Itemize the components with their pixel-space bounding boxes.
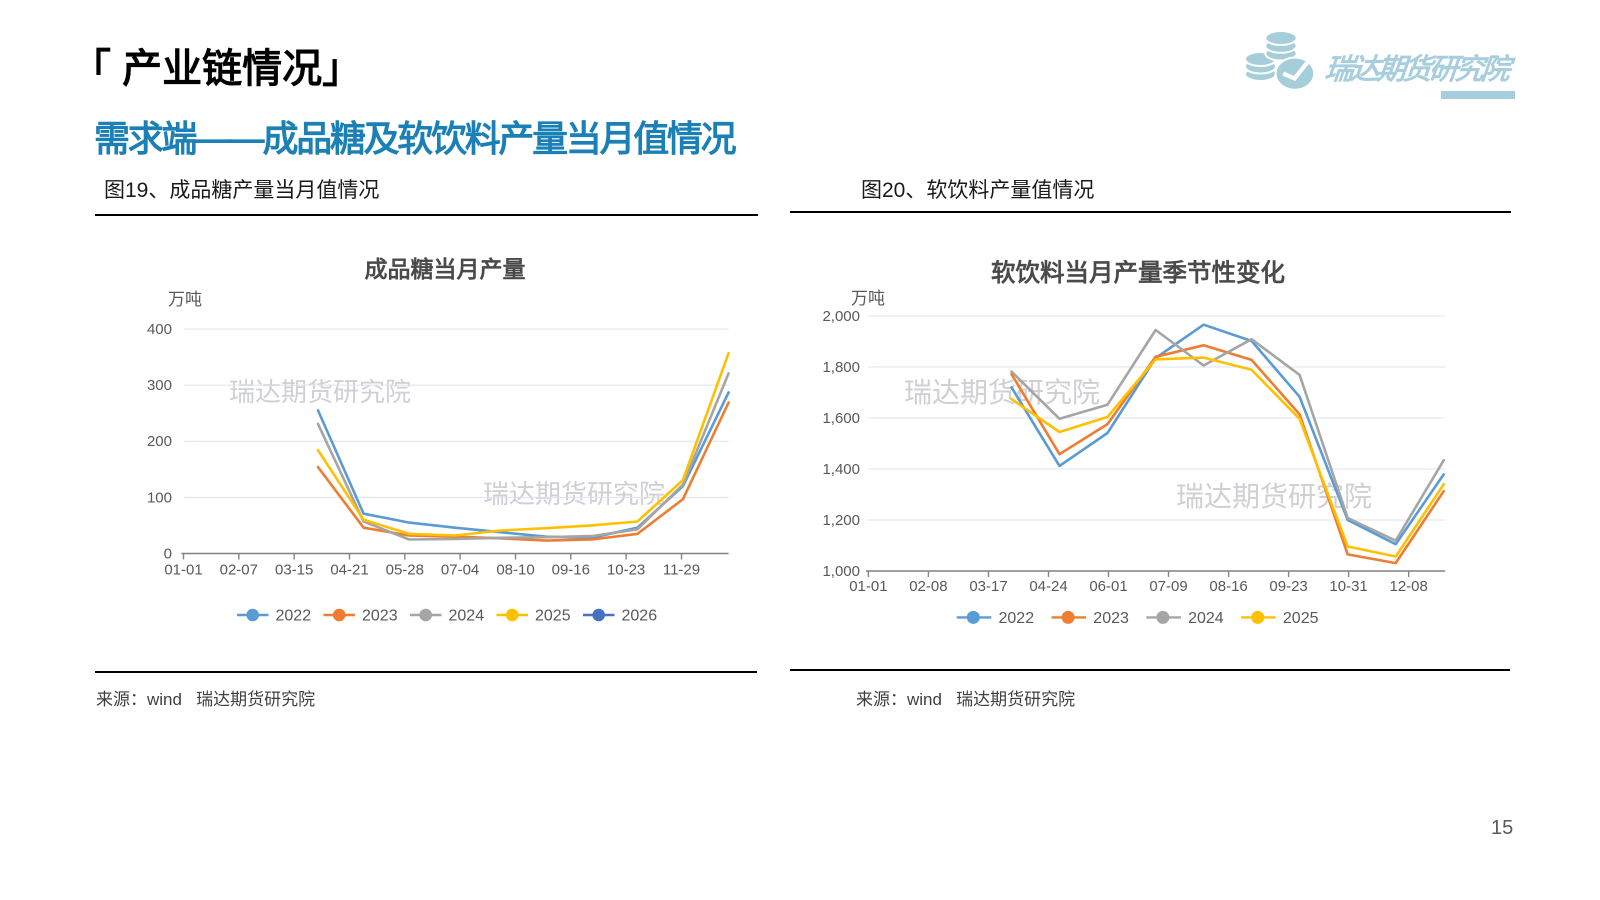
svg-text:04-24: 04-24 <box>1029 578 1067 595</box>
svg-text:1,600: 1,600 <box>822 410 860 427</box>
svg-text:10-31: 10-31 <box>1329 578 1367 595</box>
svg-text:100: 100 <box>147 489 172 506</box>
svg-text:12-08: 12-08 <box>1390 578 1428 595</box>
svg-text:2,000: 2,000 <box>822 308 860 325</box>
svg-text:万吨: 万吨 <box>168 290 202 309</box>
svg-text:2022: 2022 <box>999 610 1035 627</box>
svg-text:1,200: 1,200 <box>822 512 860 529</box>
svg-text:软饮料当月产量季节性变化: 软饮料当月产量季节性变化 <box>991 258 1285 287</box>
svg-text:09-23: 09-23 <box>1269 578 1307 595</box>
svg-text:2024: 2024 <box>1188 610 1224 627</box>
svg-text:10-23: 10-23 <box>607 562 645 579</box>
svg-text:2024: 2024 <box>449 608 485 625</box>
svg-text:02-08: 02-08 <box>909 578 947 595</box>
svg-text:2025: 2025 <box>535 608 571 625</box>
svg-text:万吨: 万吨 <box>851 289 885 308</box>
svg-text:09-16: 09-16 <box>552 562 590 579</box>
svg-text:200: 200 <box>147 433 172 450</box>
svg-text:2022: 2022 <box>276 608 312 625</box>
svg-text:05-28: 05-28 <box>386 562 424 579</box>
svg-text:08-10: 08-10 <box>496 562 534 579</box>
svg-text:1,800: 1,800 <box>822 359 860 376</box>
svg-text:04-21: 04-21 <box>330 562 368 579</box>
svg-text:2025: 2025 <box>1283 610 1319 627</box>
svg-text:400: 400 <box>147 321 172 338</box>
svg-text:03-15: 03-15 <box>275 562 313 579</box>
svg-text:瑞达期货研究院: 瑞达期货研究院 <box>904 377 1100 408</box>
svg-text:瑞达期货研究院: 瑞达期货研究院 <box>483 479 665 509</box>
svg-text:01-01: 01-01 <box>849 578 887 595</box>
svg-text:07-09: 07-09 <box>1149 578 1187 595</box>
svg-text:成品糖当月产量: 成品糖当月产量 <box>365 256 526 282</box>
svg-text:0: 0 <box>164 546 172 563</box>
svg-text:11-29: 11-29 <box>663 562 700 579</box>
svg-text:02-07: 02-07 <box>220 562 258 579</box>
svg-text:06-01: 06-01 <box>1089 578 1127 595</box>
svg-text:2026: 2026 <box>622 608 658 625</box>
svg-text:08-16: 08-16 <box>1209 578 1247 595</box>
svg-text:01-01: 01-01 <box>164 562 202 579</box>
svg-text:300: 300 <box>147 377 172 394</box>
svg-text:1,400: 1,400 <box>822 461 860 478</box>
svg-text:1,000: 1,000 <box>822 563 860 580</box>
svg-text:瑞达期货研究院: 瑞达期货研究院 <box>229 377 411 407</box>
svg-text:07-04: 07-04 <box>441 562 479 579</box>
svg-text:2023: 2023 <box>1093 610 1129 627</box>
svg-text:2023: 2023 <box>362 608 398 625</box>
svg-text:03-17: 03-17 <box>969 578 1007 595</box>
